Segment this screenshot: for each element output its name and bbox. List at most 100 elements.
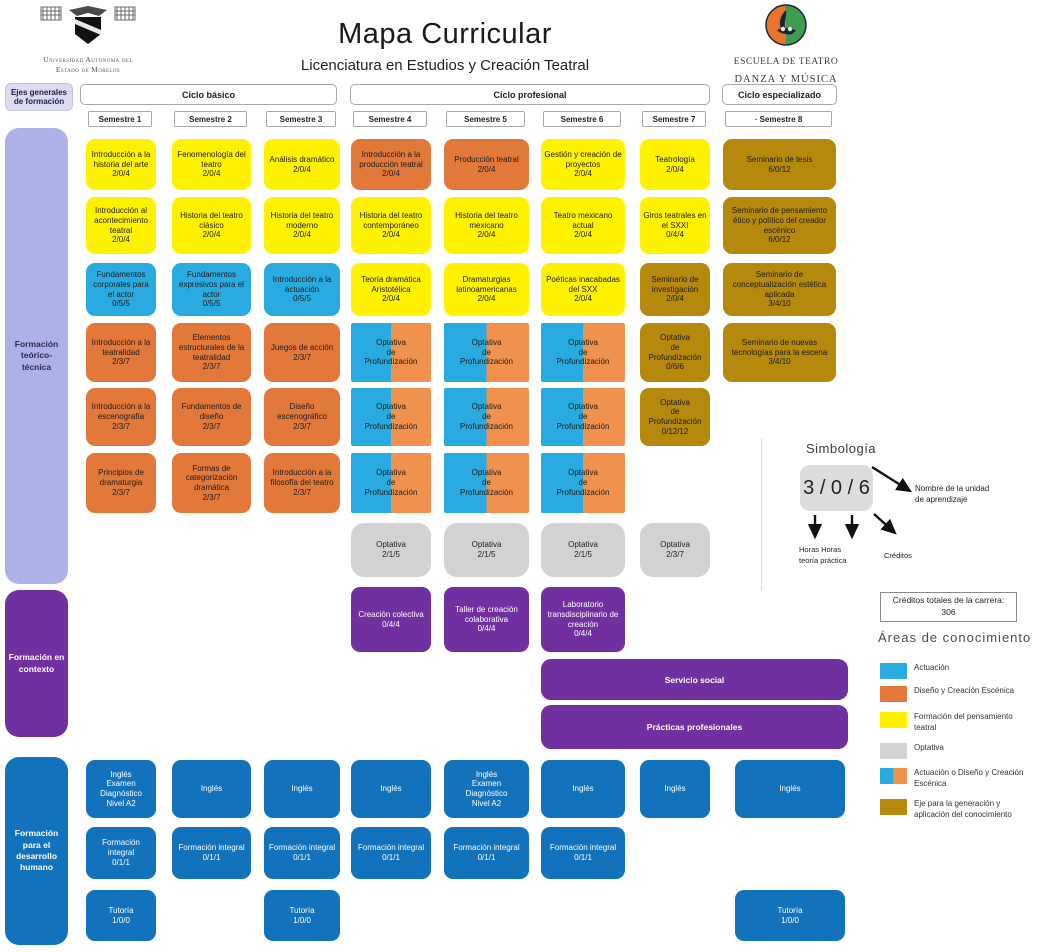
total-credits-box: Créditos totales de la carrera: 306 xyxy=(880,592,1017,622)
course-box: Formación integral 0/1/1 xyxy=(444,827,529,879)
course-hours: 0/4/4 xyxy=(574,629,592,639)
course-hours: 2/3/7 xyxy=(666,550,684,559)
course-name: Fundamentos expresivos para el actor xyxy=(179,270,244,299)
course-hours: 2/0/4 xyxy=(477,294,496,304)
course-box: Formación integral 0/1/1 xyxy=(86,827,156,879)
legend-swatch-split xyxy=(880,768,907,784)
course-box: Optativa 2/3/7 xyxy=(640,523,710,577)
course-hours: 0/1/1 xyxy=(202,853,221,862)
course-hours: 2/0/4 xyxy=(574,169,592,179)
legend-swatch-orange xyxy=(880,686,907,702)
course-name: Diseño escenográfico xyxy=(277,402,327,422)
total-credits-label: Créditos totales de la carrera: xyxy=(892,595,1005,606)
course-box: Creación colectiva 0/4/4 xyxy=(351,587,431,652)
course-hours: 2/0/4 xyxy=(112,235,130,245)
course-name: Poéticas inacabadas del SXX xyxy=(546,274,620,294)
course-name: Tutoría xyxy=(108,905,134,915)
course-box: Formación integral 0/1/1 xyxy=(351,827,431,879)
course-hours: 2/0/4 xyxy=(666,164,684,174)
course-hours: 0/1/1 xyxy=(293,853,311,862)
course-name: Optativa de Profundización xyxy=(648,333,702,362)
course-hours: 0/5/5 xyxy=(112,299,130,309)
course-box: Tutoría 1/0/0 xyxy=(264,890,340,941)
course-name: Introducción a la teatralidad xyxy=(91,337,151,357)
course-hours: 2/3/7 xyxy=(202,492,221,502)
course-box: Inglés xyxy=(541,760,625,818)
course-box: Optativa de Profundización xyxy=(444,453,529,513)
course-name: Optativa xyxy=(471,540,502,550)
course-name: Optativa de Profundización xyxy=(556,337,610,367)
course-hours: 2/0/4 xyxy=(477,230,496,240)
course-name: Dramaturgias latinoamericanas xyxy=(456,274,517,294)
course-name: Principios de dramaturgia xyxy=(98,468,144,488)
page-subtitle: Licenciatura en Estudios y Creación Teat… xyxy=(300,57,590,74)
band-formacion-desarrollo-humano: Formación para el desarrollo humano xyxy=(5,757,68,945)
course-box: Tutoría 1/0/0 xyxy=(735,890,845,941)
course-hours: 3/4/10 xyxy=(768,299,791,309)
course-name: Introducción a la producción teatral xyxy=(359,149,423,169)
course-name: Formación integral xyxy=(102,838,140,858)
legend-swatch-gold xyxy=(880,799,907,815)
semester-header-8: · Semestre 8 xyxy=(725,111,832,127)
course-box: Introducción a la actuación 0/5/5 xyxy=(264,263,340,316)
course-box: Optativa 2/1/5 xyxy=(541,523,625,577)
course-box: Historia del teatro mexicano 2/0/4 xyxy=(444,197,529,254)
legend-item-split: Actuación o Diseño y Creación Escénica xyxy=(880,768,1023,790)
university-logo: Universidad Autónoma del Estado de Morel… xyxy=(28,4,148,75)
legend-swatch-cyan xyxy=(880,663,907,679)
legend-item-gold: Eje para la generación y aplicación del … xyxy=(880,799,1012,821)
course-name: Formas de categorización dramática xyxy=(185,463,238,493)
course-hours: 2/3/7 xyxy=(293,487,311,497)
semester-header-6: Semestre 6 xyxy=(543,111,621,127)
course-name: Teatro mexicano actual xyxy=(553,210,613,230)
course-name: Gestión y creación de proyectos xyxy=(544,149,622,169)
course-name: Historia del teatro moderno xyxy=(270,210,334,230)
course-hours: 2/0/4 xyxy=(293,164,311,174)
course-name: Formación integral xyxy=(178,843,245,853)
band-formacion-teorico-tecnica: Formación teórico- técnica xyxy=(5,128,68,584)
course-hours: 0/1/1 xyxy=(574,853,592,862)
course-name: Análisis dramático xyxy=(269,154,335,164)
course-hours: 6/0/12 xyxy=(768,235,791,245)
course-box: Teatro mexicano actual 2/0/4 xyxy=(541,197,625,254)
course-hours: 2/3/7 xyxy=(202,362,221,372)
course-hours: 2/3/7 xyxy=(293,352,311,362)
semester-header-7: Semestre 7 xyxy=(642,111,706,127)
course-box: Introducción al acontecimiento teatral 2/… xyxy=(86,197,156,254)
course-name: Inglés xyxy=(200,784,223,794)
course-name: Historia del teatro contemporáneo xyxy=(359,210,423,230)
course-name: Tutoría xyxy=(777,905,803,915)
course-name: Fundamentos corporales para el actor xyxy=(93,270,149,299)
course-hours: 2/0/4 xyxy=(293,230,311,240)
course-name: Giros teatrales en el SXXI xyxy=(643,210,707,230)
course-name: Optativa de Profundización xyxy=(364,402,418,431)
course-box: Laboratorio transdisciplinario de creaci… xyxy=(541,587,625,652)
course-hours: 0/1/1 xyxy=(112,857,130,867)
course-hours: 2/1/5 xyxy=(477,550,496,559)
course-hours: 1/0/0 xyxy=(293,915,311,925)
course-name: Teatrología xyxy=(655,154,695,164)
course-box: Dramaturgias latinoamericanas 2/0/4 xyxy=(444,263,529,316)
course-name: Historia del teatro clásico xyxy=(180,210,243,230)
course-name: Elementos estructurales de la teatralida… xyxy=(178,333,245,362)
course-hours: 0/4/4 xyxy=(382,619,400,629)
course-hours: 2/1/5 xyxy=(574,550,592,559)
axes-header: Ejes generales de formación xyxy=(5,83,73,111)
course-box: Optativa de Profundización xyxy=(541,323,625,382)
course-hours: 2/3/7 xyxy=(112,421,130,431)
course-box: Seminario de pensamiento ético y polític… xyxy=(723,197,836,254)
legend-label: Eje para la generación y aplicación del … xyxy=(914,799,1012,819)
servicio-social-bar: Servicio social xyxy=(541,659,848,700)
course-box: Fenomenología del teatro 2/0/4 xyxy=(172,139,251,190)
course-box: Optativa 2/1/5 xyxy=(351,523,431,577)
total-credits-value: 306 xyxy=(941,607,956,617)
course-name: Optativa xyxy=(568,540,598,550)
course-box: Inglés xyxy=(735,760,845,818)
course-box: Inglés xyxy=(640,760,710,818)
course-name: Inglés xyxy=(291,784,313,794)
course-hours: 2/0/4 xyxy=(112,169,130,179)
course-box: Optativa de Profundización xyxy=(351,323,431,382)
course-name: Formación integral xyxy=(268,843,336,853)
course-name: Optativa de Profundización xyxy=(364,337,418,367)
